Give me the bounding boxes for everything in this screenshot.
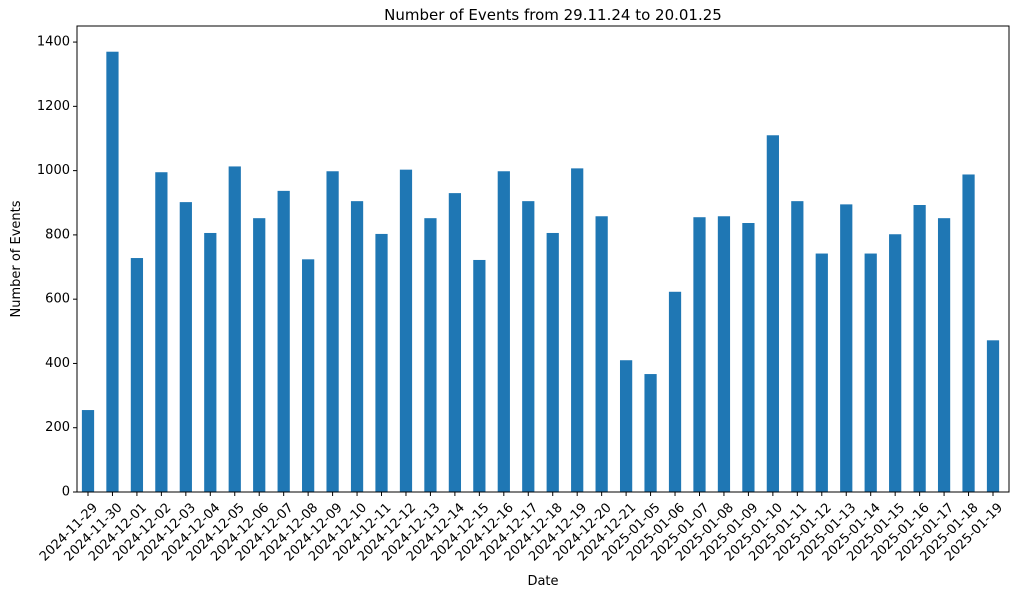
- bar-2024-12-04: [204, 232, 217, 492]
- x-axis: 2024-11-292024-11-302024-12-012024-12-02…: [37, 492, 1006, 564]
- y-tick-label: 800: [45, 227, 70, 242]
- y-tick-label: 400: [45, 356, 70, 371]
- bar-2025-01-10: [766, 135, 779, 492]
- bar-2025-01-11: [791, 201, 804, 492]
- bar-2025-01-19: [986, 340, 1000, 492]
- bar-2025-01-16: [913, 205, 926, 492]
- bar-2024-12-01: [130, 258, 144, 492]
- y-tick-label: 1400: [37, 35, 70, 50]
- bar-2024-12-21: [619, 360, 633, 492]
- y-tick-label: 1000: [37, 163, 70, 178]
- bar-2025-01-13: [840, 204, 853, 492]
- chart-title: Number of Events from 29.11.24 to 20.01.…: [384, 6, 722, 24]
- bar-2024-12-02: [155, 172, 168, 493]
- bar-2024-12-20: [595, 216, 608, 492]
- bar-2024-12-03: [179, 202, 192, 492]
- plot-frame: [76, 25, 1010, 493]
- bars: [81, 51, 1000, 493]
- bar-2024-12-05: [228, 166, 241, 492]
- bar-2024-12-08: [302, 259, 315, 492]
- bar-2024-12-10: [350, 201, 364, 492]
- bar-2024-12-11: [375, 233, 388, 492]
- y-tick-label: 1200: [37, 99, 70, 114]
- bar-2024-11-30: [106, 51, 119, 493]
- bar-2024-12-18: [546, 232, 559, 492]
- bar-2025-01-08: [717, 216, 731, 492]
- bar-2025-01-05: [644, 374, 657, 492]
- bar-2024-12-19: [571, 168, 584, 492]
- y-axis: 0 200 400 600 800 1000 1200 1400: [37, 35, 77, 500]
- bar-2024-11-29: [81, 410, 95, 492]
- bar-2024-12-14: [448, 193, 462, 492]
- y-axis-label: Number of Events: [9, 200, 24, 317]
- bar-2025-01-17: [937, 218, 951, 492]
- bar-2025-01-15: [889, 234, 902, 492]
- bar-2024-12-15: [473, 259, 486, 492]
- x-axis-label: Date: [527, 574, 558, 589]
- bar-2025-01-09: [742, 223, 755, 492]
- bar-2024-12-16: [497, 171, 510, 492]
- y-tick-label: 0: [62, 485, 70, 500]
- bar-2024-12-06: [253, 218, 266, 492]
- y-tick-label: 200: [45, 420, 70, 435]
- bar-2024-12-17: [522, 201, 535, 492]
- bar-2024-12-12: [399, 169, 413, 492]
- bar-2024-12-07: [277, 190, 290, 492]
- bar-2024-12-13: [424, 218, 437, 492]
- bar-2025-01-18: [962, 174, 975, 493]
- bar-2024-12-09: [326, 171, 339, 492]
- y-tick-label: 600: [45, 292, 70, 307]
- bar-2025-01-07: [693, 217, 706, 492]
- bar-2025-01-12: [815, 253, 828, 492]
- bar-2025-01-06: [668, 291, 682, 492]
- bar-2025-01-14: [864, 253, 877, 492]
